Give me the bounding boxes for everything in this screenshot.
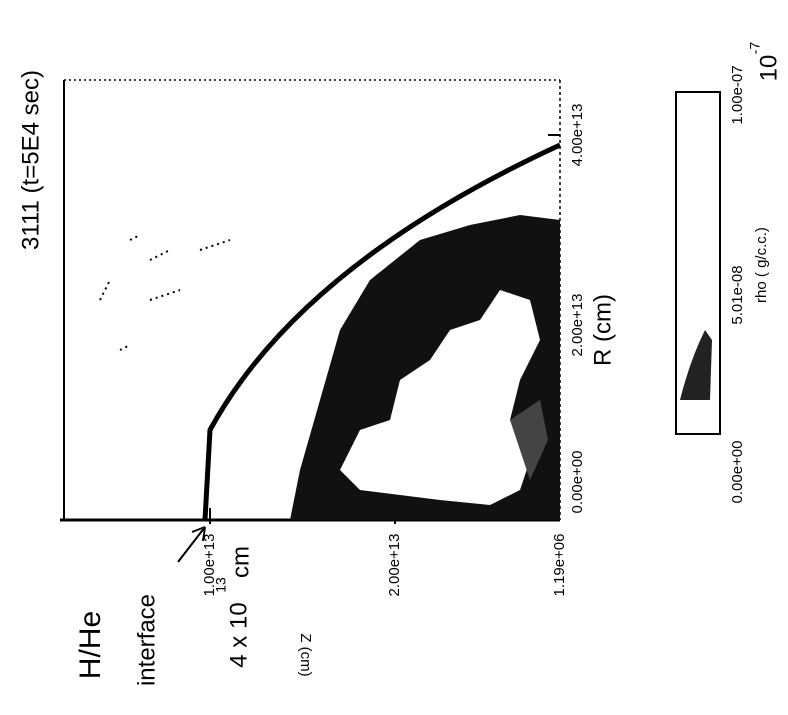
colorbar-tick-label: 5.01e-08 [729,265,746,324]
colorbar-tick-label: 1.00e-07 [729,65,746,124]
radius-annotation: 4 x 10 [225,602,252,667]
density-field [99,142,562,521]
species-annotation: H/He [74,611,107,679]
scatter-noise [99,234,231,351]
void-region [340,290,540,505]
interface-arrow [177,526,206,563]
colorbar-histogram [680,330,712,400]
colorbar-label: rho ( g/c.c.) [753,227,770,303]
z-axis-label: Z (cm) [297,633,314,676]
r-tick-label: 0.00e+00 [569,451,586,514]
radius-unit: cm [227,546,254,578]
r-tick-label: 2.00e+13 [569,294,586,357]
colorbar-tick-label: 0.00e+00 [729,441,746,504]
interface-annotation: interface [133,594,160,686]
r-tick-label: 4.00e+13 [569,104,586,167]
colorbar-scale-exponent: -7 [747,42,763,55]
z-tick-label: 1.19e+06 [551,534,568,597]
radius-exponent: 13 [213,577,229,593]
z-tick-label: 1.00e+13 [201,534,218,597]
title: 3111 (t=5E4 sec) [17,70,44,250]
colorbar-scale-base: 10 [755,55,782,82]
dense-patch [510,400,548,480]
shock-front [202,142,562,521]
r-axis-label: R (cm) [589,294,616,366]
z-tick-label: 2.00e+13 [386,534,403,597]
